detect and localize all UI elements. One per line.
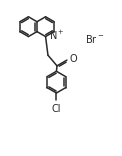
Text: O: O: [69, 54, 77, 64]
Text: N$^+$: N$^+$: [49, 29, 65, 42]
Text: Br$^-$: Br$^-$: [85, 33, 104, 45]
Text: Cl: Cl: [52, 104, 61, 114]
